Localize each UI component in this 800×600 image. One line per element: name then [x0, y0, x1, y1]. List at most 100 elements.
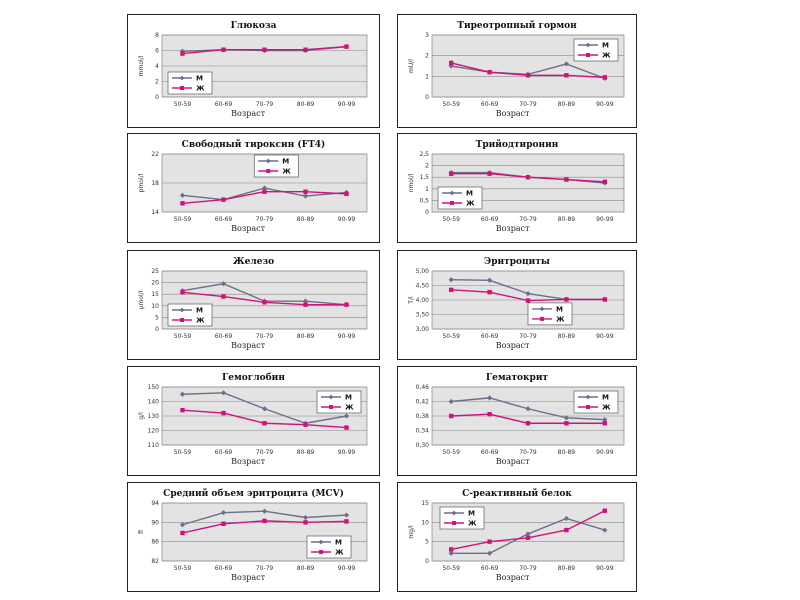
x-axis-label: Возраст [231, 573, 265, 582]
x-tick-label: 90-99 [596, 333, 614, 340]
x-tick-label: 70-79 [519, 449, 537, 456]
legend-label-male: М [196, 75, 203, 83]
x-axis-label: Возраст [231, 457, 265, 466]
y-axis-label: g/l [138, 412, 145, 420]
y-tick-label: 2 [425, 163, 429, 170]
x-tick-label: 90-99 [338, 216, 356, 223]
data-point-male [179, 48, 186, 54]
data-point-female [602, 508, 607, 513]
data-point-female [221, 521, 226, 526]
y-tick-label: 10 [151, 303, 159, 310]
legend: МЖ [253, 154, 299, 178]
legend-marker-female [180, 86, 184, 90]
y-tick-label: 0 [155, 326, 159, 333]
data-point-male [602, 417, 608, 423]
y-tick-label: 14 [151, 209, 159, 216]
y-tick-label: 2 [425, 53, 429, 60]
y-tick-label: 4,50 [416, 283, 430, 290]
y-tick-label: 5,00 [416, 268, 430, 275]
data-point-female [564, 421, 569, 426]
legend-marker-male [318, 539, 324, 545]
y-tick-label: 0,34 [416, 428, 430, 435]
data-point-female [344, 191, 349, 197]
y-tick-label: 0 [425, 558, 429, 565]
data-point-female [602, 179, 607, 185]
x-tick-label: 80-89 [558, 101, 576, 108]
x-tick-label: 90-99 [338, 449, 356, 456]
chart-title: Свободный тироксин (FT4) [182, 139, 326, 150]
data-point-female [525, 298, 531, 303]
chart-svg: Глюкоза 0 2 4 6 8 mmol/l 50-59 60-69 70-79 80-89 90… [138, 21, 368, 118]
data-point-female [344, 425, 349, 430]
data-point-female [344, 44, 349, 49]
x-tick-label: 80-89 [558, 333, 576, 340]
chart-panel-glucose: Глюкоза 0 2 4 6 8 mmol/l 50-59 60-69 70-79 80-89 90… [127, 14, 380, 128]
data-point-female [303, 189, 308, 194]
data-point-female [449, 287, 454, 293]
y-axis-label: T/l [408, 296, 415, 305]
data-point-female [303, 47, 308, 52]
y-tick-label: 0,30 [416, 442, 430, 449]
x-tick-label: 80-89 [297, 449, 315, 456]
data-point-female [303, 520, 308, 525]
y-axis-label: mmol/l [138, 55, 145, 76]
chart-title: Тиреотропный гормон [457, 20, 577, 31]
x-tick-label: 80-89 [558, 449, 576, 456]
data-point-male [343, 413, 350, 419]
chart-svg: Средний объем эритроцита (MCV) 82 86 90 94 fl… [138, 488, 368, 582]
legend-label-female: Ж [468, 520, 477, 528]
y-tick-label: 0,38 [416, 413, 430, 420]
legend-marker-female [452, 521, 456, 525]
data-point-female [525, 175, 531, 180]
x-axis-label: Возраст [496, 573, 530, 582]
y-tick-label: 1 [425, 186, 429, 193]
data-point-male [525, 531, 531, 537]
x-tick-label: 50-59 [174, 565, 192, 572]
y-tick-label: 0 [425, 209, 429, 216]
x-tick-label: 60-69 [481, 101, 499, 108]
data-point-female [564, 297, 569, 302]
data-point-male [448, 550, 454, 556]
legend-marker-female [586, 405, 590, 409]
x-tick-label: 50-59 [442, 449, 460, 456]
data-point-female [262, 421, 267, 426]
y-tick-label: 15 [421, 500, 429, 507]
legend-label-male: М [602, 394, 609, 402]
data-point-female [344, 519, 349, 524]
y-axis-label: nmol/l [408, 173, 415, 192]
y-tick-label: 20 [151, 280, 159, 287]
x-tick-label: 70-79 [519, 216, 537, 223]
y-tick-label: 0 [425, 94, 429, 101]
chart-panel-tsh: Тиреотропный гормон 0 1 2 3 mU/l 50-59 60-69 70-… [397, 14, 637, 128]
legend-marker-male [451, 510, 457, 516]
legend: МЖ [167, 303, 213, 327]
legend-label-male: М [556, 305, 563, 313]
x-tick-label: 60-69 [215, 216, 233, 223]
x-tick-label: 50-59 [442, 333, 460, 340]
x-tick-label: 50-59 [174, 449, 192, 456]
y-tick-label: 10 [421, 519, 429, 526]
legend-marker-male [179, 75, 185, 81]
y-tick-label: 90 [151, 519, 159, 526]
data-point-female [602, 75, 607, 80]
legend: МЖ [167, 71, 213, 95]
legend-marker-female [319, 550, 323, 554]
y-tick-label: 3,50 [416, 312, 430, 319]
y-tick-label: 94 [151, 500, 159, 507]
x-tick-label: 80-89 [297, 101, 315, 108]
data-point-male [525, 406, 531, 412]
x-tick-label: 80-89 [297, 216, 315, 223]
y-tick-label: 22 [151, 151, 159, 158]
data-point-female [487, 171, 492, 176]
x-axis-label: Возраст [496, 341, 530, 350]
y-axis-label: µmol/l [138, 290, 145, 309]
data-point-female [180, 408, 185, 413]
y-tick-label: 6 [155, 48, 159, 55]
x-axis-label: Возраст [496, 109, 530, 118]
x-tick-label: 90-99 [596, 216, 614, 223]
legend-label-female: Ж [466, 200, 475, 208]
legend: МЖ [573, 390, 619, 414]
y-tick-label: 2 [155, 79, 159, 86]
data-point-male [179, 522, 186, 528]
x-axis-label: Возраст [231, 224, 265, 233]
